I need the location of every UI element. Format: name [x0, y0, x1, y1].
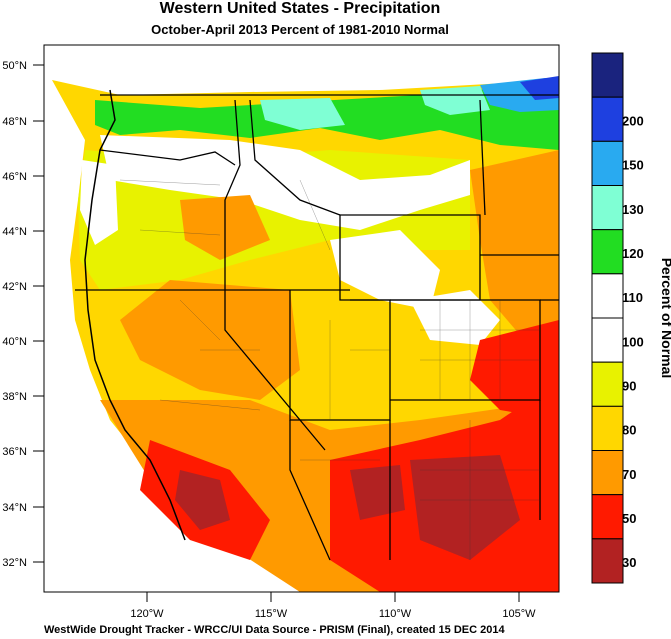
colorbar-swatch — [591, 405, 624, 452]
aqua-zone-ne — [420, 86, 490, 115]
lat-label: 38°N — [2, 391, 27, 403]
map-subtitle: October-April 2013 Percent of 1981-2010 … — [151, 22, 449, 37]
red-zone-east — [470, 320, 559, 420]
brick-zone-az — [350, 465, 405, 520]
colorbar-swatch — [591, 494, 624, 540]
colorbar-swatch — [591, 140, 624, 186]
lat-label: 42°N — [2, 281, 27, 293]
colorbar-swatch — [591, 317, 624, 363]
colorbar-swatch — [591, 450, 624, 496]
lon-label: 110°W — [379, 608, 412, 620]
white-zone-utah — [330, 230, 440, 310]
colorbar-label: 130 — [622, 202, 644, 217]
colorbar-label: 150 — [622, 158, 644, 173]
lat-label: 48°N — [2, 116, 27, 128]
lon-label: 105°W — [502, 608, 536, 620]
lat-axis: 50°N 48°N 46°N 44°N 42°N 40°N 38°N 36°N … — [2, 60, 44, 569]
lat-label: 36°N — [2, 446, 27, 458]
lat-label: 50°N — [2, 60, 27, 72]
lat-label: 34°N — [2, 502, 27, 514]
map-frame — [43, 44, 560, 593]
legend-title: Percent of Normal — [659, 258, 671, 379]
lat-label: 44°N — [2, 226, 27, 238]
colorbar-swatch — [591, 96, 624, 142]
coastline — [84, 89, 186, 541]
colorbar-label: 50 — [622, 511, 636, 526]
orange-zone-east — [470, 150, 559, 335]
colorbar-swatch — [591, 361, 624, 407]
brick-zone-nm — [410, 455, 520, 560]
colorbar-label: 110 — [622, 290, 643, 305]
colorbar-label: 100 — [622, 334, 644, 349]
colorbar-label: 70 — [622, 467, 636, 482]
colorbar-swatch — [591, 273, 624, 319]
map-footer: WestWide Drought Tracker - WRCC/UI Data … — [44, 624, 505, 636]
colorbar-label: 80 — [622, 423, 636, 438]
colorbar-swatch — [591, 52, 624, 98]
lat-label: 46°N — [2, 171, 27, 183]
map-title: Western United States - Precipitation — [159, 0, 441, 17]
lon-label: 120°W — [130, 608, 164, 620]
lon-label: 115°W — [255, 608, 288, 620]
colorbar: 200 150 130 120 110 100 90 80 70 50 30 — [591, 52, 644, 584]
county-lines — [119, 179, 540, 560]
white-zone-colorado — [410, 290, 500, 345]
colorbar-swatch — [591, 229, 624, 275]
colorbar-label: 30 — [622, 555, 636, 570]
aqua-zone-north — [260, 98, 345, 130]
colorbar-swatch — [591, 538, 624, 584]
blue-zone-ne — [520, 76, 559, 100]
precip-field — [52, 76, 559, 592]
colorbar-label: 90 — [622, 378, 636, 393]
orange-zone-great-basin — [120, 280, 300, 400]
lat-label: 40°N — [2, 336, 27, 348]
brick-zone-ca — [175, 470, 230, 530]
colorbar-label: 120 — [622, 246, 644, 261]
lat-label: 32°N — [2, 557, 27, 569]
colorbar-swatch — [591, 185, 624, 231]
lon-axis: 120°W 115°W 110°W 105°W — [130, 592, 536, 620]
colorbar-label: 200 — [622, 113, 644, 128]
state-boundaries — [75, 94, 559, 561]
white-zone-north — [100, 135, 470, 230]
